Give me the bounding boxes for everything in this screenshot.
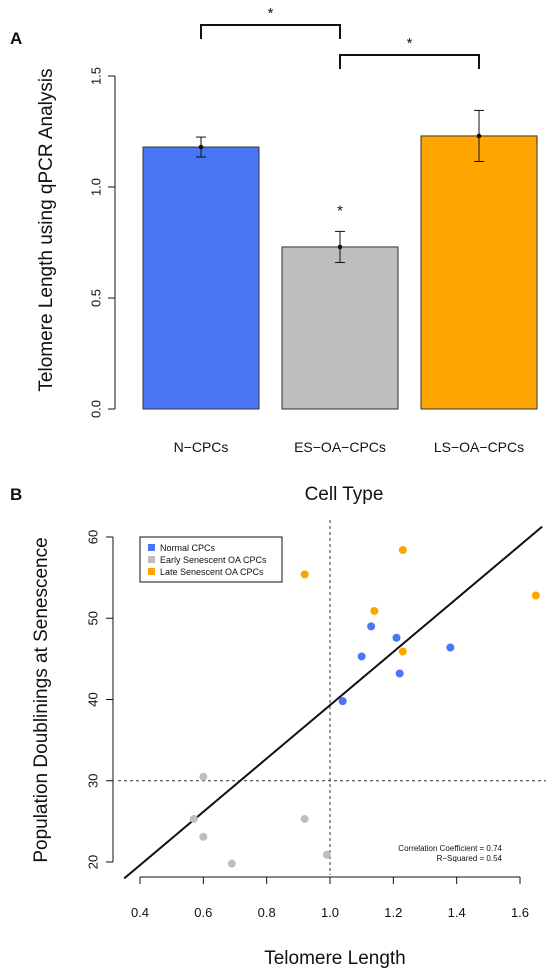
mean-point-es-oa-cpcs [337, 244, 343, 250]
panel-a-category-labels: N−CPCs ES−OA−CPCs LS−OA−CPCs [174, 439, 525, 455]
bar-significance-star: * [337, 202, 343, 219]
bracket-star-2: * [407, 35, 413, 52]
x-tick-label-4: 1.2 [384, 905, 402, 920]
point-normal-cpcs-6 [446, 643, 455, 652]
point-early-senescent-oa-cpcs-1 [189, 814, 198, 823]
panel-b-scatter-chart: B 0.4 0.6 0.8 1.0 1.2 1.4 1.6 20 30 40 50 60 Normal… [10, 485, 546, 969]
legend-label-early-senescent-oa-cpcs: Early Senescent OA CPCs [160, 555, 267, 565]
point-early-senescent-oa-cpcs-5 [300, 814, 309, 823]
significance-bracket-2 [339, 54, 480, 69]
mean-point-n-cpcs [198, 144, 204, 150]
y-tick-label-3: 1.5 [88, 67, 103, 85]
category-label-ls-oa-cpcs: LS−OA−CPCs [434, 439, 524, 455]
point-late-senescent-oa-cpcs-4 [398, 647, 407, 656]
panel-a-label: A [10, 29, 22, 48]
point-early-senescent-oa-cpcs-2 [199, 772, 208, 781]
point-normal-cpcs-3 [367, 622, 376, 631]
bracket-star-1: * [268, 5, 274, 22]
legend-label-normal-cpcs: Normal CPCs [160, 543, 216, 553]
panel-b-axes: 0.4 0.6 0.8 1.0 1.2 1.4 1.6 20 30 40 50 60 [85, 530, 529, 920]
panel-b-y-axis-title: Population Doublinings at Senescence [31, 537, 52, 862]
point-early-senescent-oa-cpcs-6 [322, 850, 331, 859]
x-tick-label-0: 0.4 [131, 905, 149, 920]
point-early-senescent-oa-cpcs-3 [199, 832, 208, 841]
panel-b-points [189, 546, 540, 868]
panel-a-bars [142, 135, 538, 410]
point-normal-cpcs-1 [338, 697, 347, 706]
y-tick-label-1: 0.5 [88, 289, 103, 307]
legend-swatch-early-senescent-oa-cpcs [148, 556, 155, 563]
y-tick-label-2: 1.0 [88, 178, 103, 196]
point-normal-cpcs-4 [392, 633, 401, 642]
x-tick-label-6: 1.6 [511, 905, 529, 920]
panel-a-y-axis-title: Telomere Length using qPCR Analysis [36, 68, 57, 391]
panel-a-error-bars [196, 109, 484, 263]
point-normal-cpcs-5 [395, 669, 404, 678]
bar-ls-oa-cpcs [420, 135, 538, 410]
x-tick-label-5: 1.4 [448, 905, 466, 920]
panel-b-legend: Normal CPCs Early Senescent OA CPCs Late S… [139, 536, 283, 583]
y-tick-label-2: 40 [85, 692, 100, 706]
x-tick-label-3: 1.0 [321, 905, 339, 920]
y-tick-label-3: 50 [85, 611, 100, 625]
panel-b-label: B [10, 485, 22, 504]
y-tick-label-0: 0.0 [88, 400, 103, 418]
statistics-line-1: Correlation Coefficient = 0.74 [398, 844, 502, 853]
point-normal-cpcs-2 [357, 652, 366, 661]
legend-box [139, 536, 283, 583]
panel-a-y-axis: 0.0 0.5 1.0 1.5 [88, 67, 116, 418]
y-tick-label-4: 60 [85, 530, 100, 544]
point-late-senescent-oa-cpcs-3 [398, 546, 407, 554]
x-tick-label-1: 0.6 [194, 905, 212, 920]
x-tick-label-2: 0.8 [258, 905, 276, 920]
legend-swatch-late-senescent-oa-cpcs [148, 568, 155, 575]
y-tick-label-1: 30 [85, 774, 100, 788]
category-label-n-cpcs: N−CPCs [174, 439, 229, 455]
bar-n-cpcs [142, 146, 260, 410]
panel-b-x-axis-title: Telomere Length [264, 948, 406, 969]
panel-a-significance-annotations: * * * [200, 5, 480, 219]
bar-es-oa-cpcs [281, 246, 399, 410]
panel-a-x-axis-title: Cell Type [305, 484, 384, 505]
significance-bracket-1 [200, 24, 341, 39]
legend-label-late-senescent-oa-cpcs: Late Senescent OA CPCs [160, 567, 264, 577]
panel-b-statistics-annotation: Correlation Coefficient = 0.74R−Squared … [398, 844, 502, 863]
category-label-es-oa-cpcs: ES−OA−CPCs [294, 439, 386, 455]
point-late-senescent-oa-cpcs-2 [370, 606, 379, 615]
point-late-senescent-oa-cpcs-1 [300, 570, 309, 579]
legend-swatch-normal-cpcs [148, 544, 155, 551]
point-early-senescent-oa-cpcs-4 [227, 859, 236, 868]
panel-a-bar-chart: A 0.0 0.5 1.0 1.5 * * * N−CPCs ES−OA−CPCs LS−OA… [10, 5, 538, 505]
mean-point-ls-oa-cpcs [476, 133, 482, 139]
panel-b-reference-lines [118, 520, 546, 875]
y-tick-label-0: 20 [85, 855, 100, 869]
statistics-line-2: R−Squared = 0.54 [437, 854, 503, 863]
point-late-senescent-oa-cpcs-5 [531, 591, 540, 600]
